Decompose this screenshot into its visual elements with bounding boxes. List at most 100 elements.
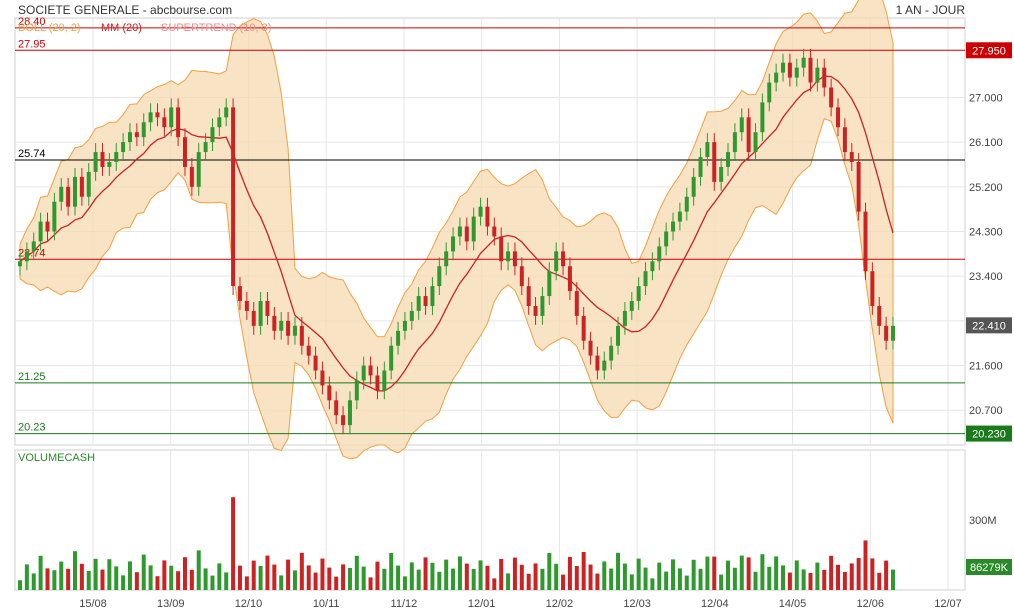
candle-body xyxy=(402,320,407,331)
volume-bar xyxy=(863,540,868,590)
volume-bar xyxy=(169,565,174,590)
legend-mm: MM (20) xyxy=(101,22,142,34)
volume-bar xyxy=(547,553,552,590)
candle-body xyxy=(787,62,792,78)
candle-body xyxy=(100,152,105,167)
volume-bar xyxy=(664,571,669,590)
volume-bar xyxy=(849,563,854,590)
candle-body xyxy=(361,365,366,381)
candle-body xyxy=(464,226,469,242)
volume-bar xyxy=(787,572,792,590)
volume-bar xyxy=(891,569,895,590)
volume-bar xyxy=(657,562,662,590)
volume-bar xyxy=(299,552,304,590)
volume-bar xyxy=(38,555,43,590)
x-tick-label: 12/07 xyxy=(934,598,962,610)
volume-bar xyxy=(884,560,889,590)
volume-bar xyxy=(650,578,655,590)
volume-bar xyxy=(210,575,215,590)
volume-bars xyxy=(18,497,895,590)
volume-bar xyxy=(471,569,476,590)
volume-bar xyxy=(705,556,710,590)
volume-bar xyxy=(231,497,236,590)
candle-body xyxy=(698,157,703,177)
volume-bar xyxy=(79,563,84,590)
volume-bar xyxy=(451,568,456,590)
volume-bar xyxy=(100,569,105,590)
volume-bar xyxy=(588,564,593,590)
candle-body xyxy=(437,266,442,287)
candle-body xyxy=(746,117,751,153)
candle-body xyxy=(801,57,806,68)
candle-body xyxy=(781,62,786,73)
candle-body xyxy=(870,271,875,306)
volume-bar xyxy=(444,559,449,590)
x-tick-label: 12/06 xyxy=(857,598,885,610)
candle-body xyxy=(478,206,483,217)
candle-body xyxy=(815,67,820,83)
candle-body xyxy=(66,186,71,207)
volume-bar xyxy=(616,552,621,590)
candle-body xyxy=(368,365,373,376)
volume-bar xyxy=(492,578,497,590)
candle-body xyxy=(684,196,689,212)
candle-body xyxy=(622,310,627,326)
candle-body xyxy=(169,107,174,128)
candle-body xyxy=(561,251,566,267)
candle-body xyxy=(512,251,517,267)
volume-grid xyxy=(14,449,966,591)
last-price-tag-bg xyxy=(966,317,1012,334)
candle-body xyxy=(341,415,346,426)
x-tick-label: 12/01 xyxy=(468,598,496,610)
volume-bar xyxy=(698,568,703,590)
price-tag-bg xyxy=(966,42,1012,59)
volume-bar xyxy=(134,572,139,590)
volume-bar xyxy=(45,568,50,590)
volume-bar xyxy=(554,563,559,590)
candle-body xyxy=(134,132,139,138)
candle-body xyxy=(244,301,249,311)
candle-body xyxy=(444,251,449,267)
volume-bar xyxy=(306,565,311,590)
candle-body xyxy=(210,127,215,143)
volume-bar xyxy=(52,570,57,590)
volume-bar xyxy=(808,573,813,590)
candle-body xyxy=(471,216,476,242)
volume-bar xyxy=(31,573,36,590)
x-tick-label: 11/12 xyxy=(391,598,418,610)
candle-body xyxy=(292,325,297,336)
volume-bar xyxy=(93,558,98,590)
volume-bar xyxy=(781,565,786,590)
candle-body xyxy=(836,107,841,128)
candle-body xyxy=(753,132,758,153)
volume-bar xyxy=(726,560,731,590)
volume-bar xyxy=(258,566,263,590)
volume-bar xyxy=(499,559,504,590)
candle-body xyxy=(506,251,511,262)
candle-body xyxy=(279,320,284,331)
volume-bar xyxy=(251,560,256,590)
candle-body xyxy=(334,400,339,416)
y-tick-label: 26.100 xyxy=(969,137,1003,149)
volume-bar xyxy=(842,572,847,590)
candle-body xyxy=(272,315,277,331)
candle-body xyxy=(45,221,50,232)
y-tick-label: 27.000 xyxy=(969,92,1003,104)
candle-body xyxy=(657,246,662,262)
candle-body xyxy=(59,186,64,202)
volume-bar xyxy=(794,560,799,590)
volume-bar xyxy=(361,566,366,590)
candle-body xyxy=(842,127,847,153)
volume-bar xyxy=(836,564,841,590)
volume-bar xyxy=(567,557,572,590)
volume-bar xyxy=(416,569,421,590)
candle-body xyxy=(203,142,208,153)
level-label: 21.25 xyxy=(18,371,46,383)
volume-bar xyxy=(127,561,132,590)
volume-axis-label: 300M xyxy=(969,515,997,527)
x-tick-label: 12/03 xyxy=(623,598,651,610)
volume-bar xyxy=(822,569,827,590)
candle-body xyxy=(18,261,22,267)
volume-bar xyxy=(574,566,579,590)
